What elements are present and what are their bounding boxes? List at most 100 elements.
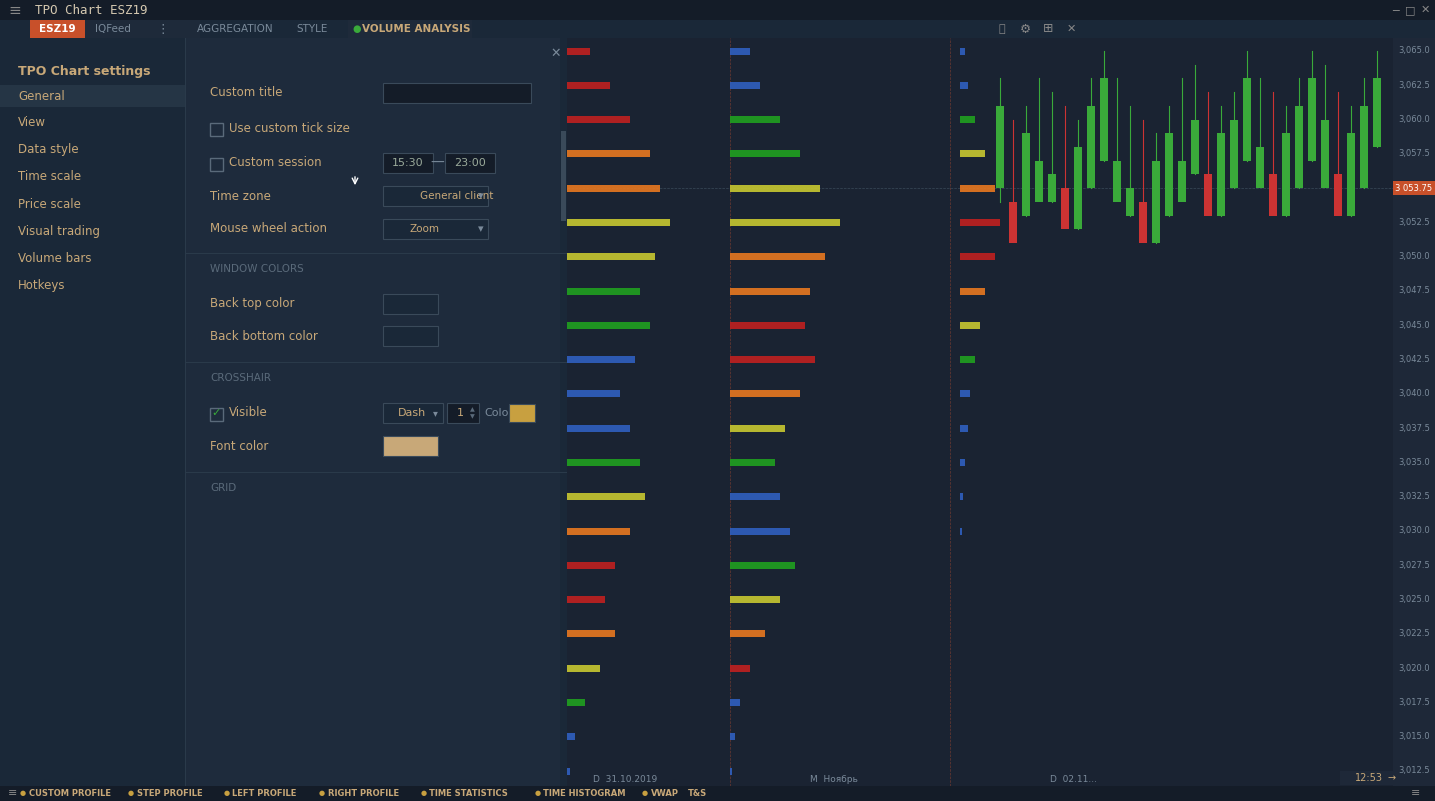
Bar <box>730 425 785 432</box>
Bar <box>1269 175 1277 215</box>
Text: ▼: ▼ <box>469 414 475 419</box>
Text: 3,060.0: 3,060.0 <box>1398 115 1429 124</box>
Bar <box>730 562 795 569</box>
Bar <box>960 425 969 432</box>
Text: Font color: Font color <box>210 440 268 453</box>
Text: 3,037.5: 3,037.5 <box>1398 424 1429 433</box>
Text: ▲: ▲ <box>469 407 475 412</box>
Text: AGGREGATION: AGGREGATION <box>197 24 274 34</box>
Text: 3,065.0: 3,065.0 <box>1398 46 1429 55</box>
Bar <box>30 20 199 38</box>
Text: ✕: ✕ <box>551 46 561 59</box>
Bar <box>367 425 375 432</box>
Bar <box>960 185 994 191</box>
Text: CROSSHAIR: CROSSHAIR <box>210 373 271 383</box>
Text: Hotkeys: Hotkeys <box>19 279 66 292</box>
Bar <box>1340 771 1395 785</box>
Bar <box>565 82 610 89</box>
Bar <box>565 219 670 226</box>
Text: T&S: T&S <box>687 788 707 798</box>
Bar <box>349 20 472 38</box>
Text: ✕: ✕ <box>1421 5 1429 15</box>
Bar <box>0 786 1435 801</box>
Bar <box>565 562 616 569</box>
Bar <box>1360 106 1368 188</box>
Bar <box>730 116 781 123</box>
Text: 3,032.5: 3,032.5 <box>1398 492 1429 501</box>
Bar <box>730 253 825 260</box>
Text: Time zone: Time zone <box>210 190 271 203</box>
Bar <box>1281 133 1290 215</box>
Text: ⚙: ⚙ <box>1019 22 1030 35</box>
Bar <box>565 47 590 54</box>
Bar <box>367 185 375 191</box>
Bar <box>960 322 980 328</box>
Text: 3,042.5: 3,042.5 <box>1398 355 1429 364</box>
Text: ✓: ✓ <box>212 408 221 418</box>
Text: ⊕: ⊕ <box>9 150 20 164</box>
Text: ●: ● <box>534 790 541 796</box>
Bar <box>730 47 751 54</box>
Bar <box>1126 188 1134 215</box>
Bar <box>565 596 606 603</box>
Text: Zoom: Zoom <box>410 224 441 234</box>
Bar <box>960 390 970 397</box>
Bar <box>960 459 964 466</box>
Bar <box>730 596 781 603</box>
Text: Visual trading: Visual trading <box>19 224 100 238</box>
Text: 3,025.0: 3,025.0 <box>1398 595 1429 604</box>
Text: M  Ноябрь: M Ноябрь <box>809 775 858 783</box>
Bar <box>1393 181 1435 195</box>
Bar <box>565 630 616 638</box>
Bar <box>1048 175 1056 202</box>
Bar <box>960 356 974 363</box>
Bar <box>960 288 984 295</box>
Text: Custom session: Custom session <box>230 156 321 170</box>
Bar <box>565 459 640 466</box>
Text: STYLE: STYLE <box>296 24 327 34</box>
Bar <box>383 186 488 206</box>
Text: CUSTOM PROFILE: CUSTOM PROFILE <box>29 788 110 798</box>
Bar <box>730 288 809 295</box>
Text: Price scale: Price scale <box>19 198 80 211</box>
Text: GRID: GRID <box>210 483 237 493</box>
Bar <box>383 403 443 423</box>
Text: Dash: Dash <box>397 408 426 418</box>
Bar <box>1230 119 1238 188</box>
Text: 23:00: 23:00 <box>453 158 486 168</box>
Text: 1: 1 <box>456 408 464 418</box>
Text: ▲: ▲ <box>9 54 19 68</box>
Text: Color: Color <box>484 408 512 418</box>
Bar <box>996 106 1004 188</box>
Text: 3,052.5: 3,052.5 <box>1398 218 1429 227</box>
Bar <box>0 38 185 786</box>
Bar <box>730 185 819 191</box>
Text: Mouse wheel action: Mouse wheel action <box>210 223 327 235</box>
Bar <box>367 253 375 260</box>
Bar <box>1152 161 1159 243</box>
Bar <box>1322 119 1329 188</box>
Bar <box>730 733 735 740</box>
Text: ≡: ≡ <box>9 2 20 18</box>
Text: TIME STATISTICS: TIME STATISTICS <box>429 788 508 798</box>
Bar <box>367 390 375 397</box>
Bar <box>1035 161 1043 202</box>
Text: 3,012.5: 3,012.5 <box>1398 767 1429 775</box>
Bar <box>210 408 222 421</box>
Text: 3,022.5: 3,022.5 <box>1398 630 1429 638</box>
Bar <box>210 123 222 136</box>
Bar <box>730 82 761 89</box>
Text: 3 053.75: 3 053.75 <box>1395 183 1432 193</box>
Text: ●: ● <box>20 790 26 796</box>
Bar <box>1335 175 1342 215</box>
Text: 3,027.5: 3,027.5 <box>1398 561 1429 570</box>
Bar <box>565 390 620 397</box>
Text: VWAP: VWAP <box>651 788 679 798</box>
Bar <box>0 20 1435 38</box>
Bar <box>960 219 1000 226</box>
Bar <box>1307 78 1316 161</box>
Text: View: View <box>19 116 46 130</box>
Bar <box>730 528 791 534</box>
Bar <box>1373 78 1380 147</box>
Bar <box>1178 161 1185 202</box>
